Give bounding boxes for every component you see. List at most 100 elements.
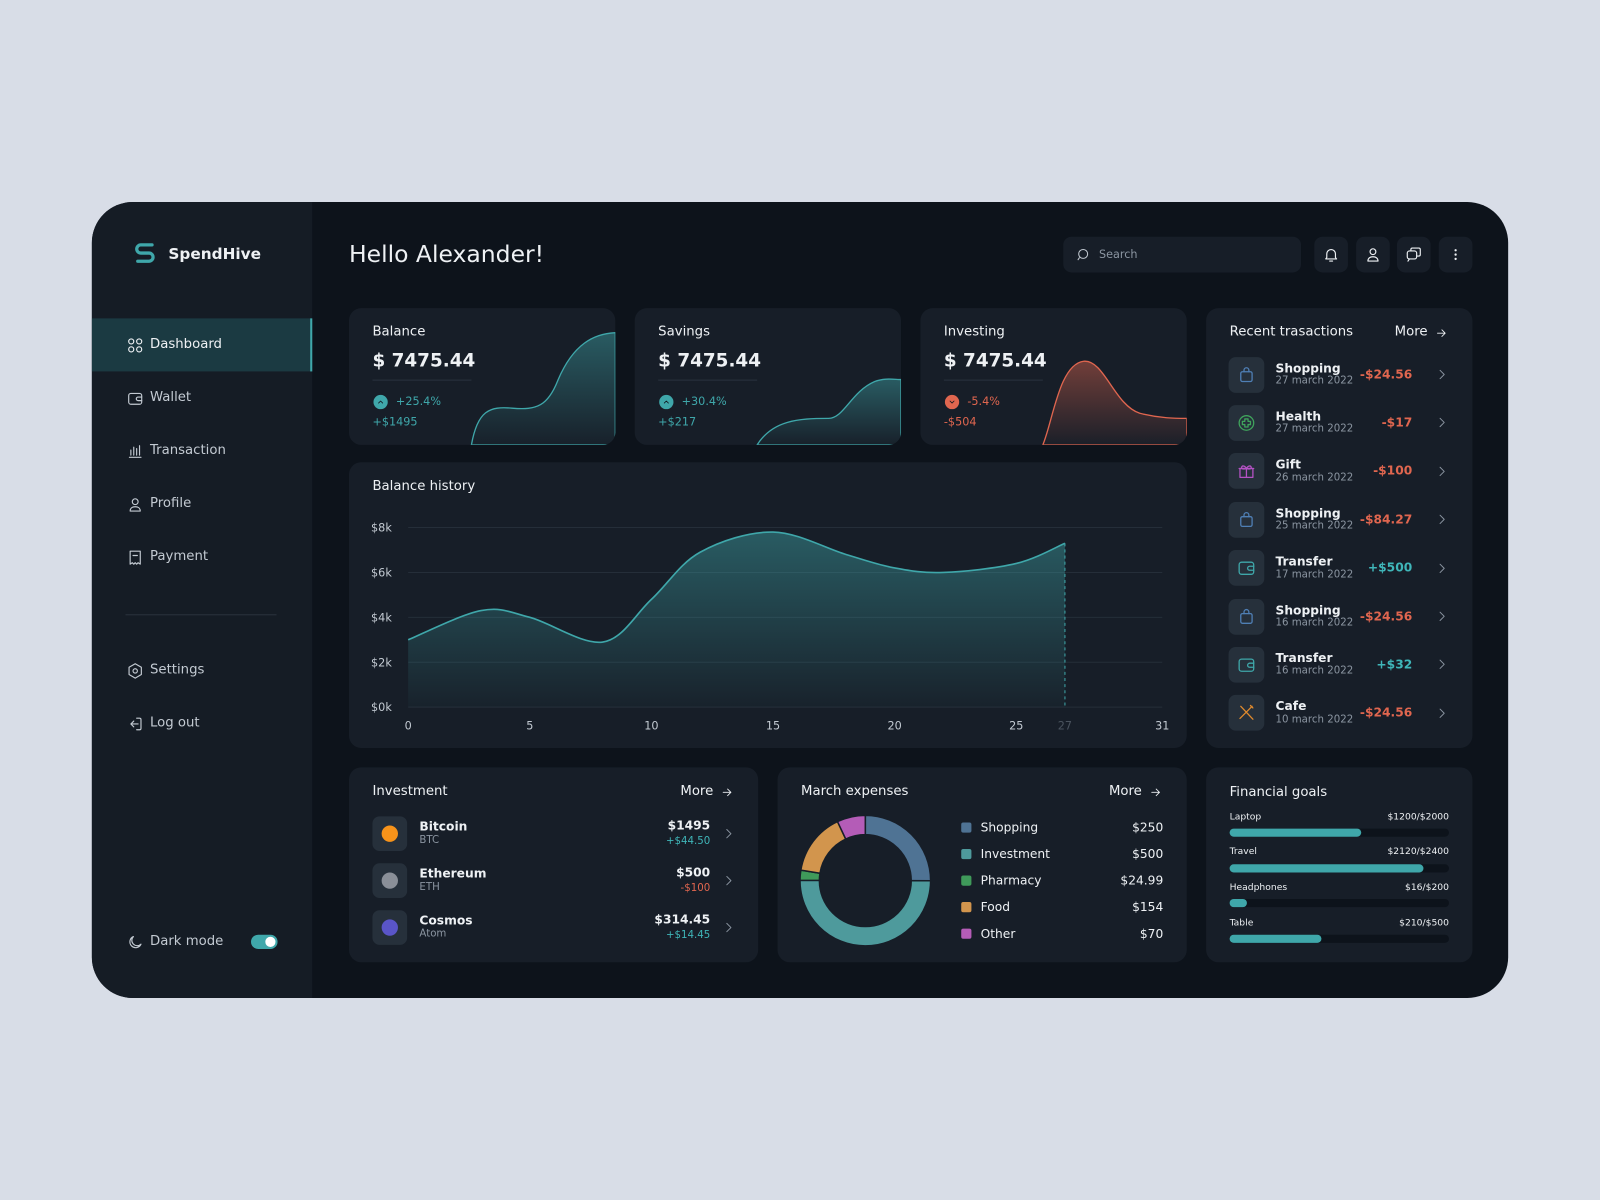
change-badge-icon-part [949,400,955,404]
chevron[interactable] [721,873,735,887]
x-tick-label: 25 [1009,720,1023,733]
transaction-icon-glyph-part [1240,515,1253,527]
transaction-name: Transfer [1275,554,1333,569]
dark-mode-icon-part [129,935,142,949]
search-placeholder[interactable]: Search [1098,248,1138,262]
chevron[interactable] [1435,464,1449,478]
nav-label[interactable]: Dashboard [149,336,222,352]
chevron[interactable] [1435,609,1449,623]
nav-item[interactable]: Settings [92,644,312,697]
transaction-icon-glyph [1238,561,1255,576]
legend-value: $154 [1132,899,1164,914]
nav-label[interactable]: Transaction [149,442,226,459]
coin-name: Ethereum [419,865,487,881]
more-link[interactable]: More [1108,783,1142,799]
more-link[interactable]: More [1394,324,1428,340]
more-arrow[interactable] [720,786,733,799]
transaction-icon-glyph-part [1243,608,1250,614]
transaction-icon-glyph-part [1243,366,1250,372]
nav-item[interactable]: Log out [92,697,312,750]
chevron-part [1439,514,1445,525]
goal-label: Table [1229,918,1254,929]
header-button[interactable] [1355,236,1390,273]
card-delta: +$1495 [372,415,418,429]
y-tick-label: $2k [371,656,392,669]
recent-transactions-card: Recent trasactions More Shopping 27 march 2… [1206,308,1473,748]
more-arrow[interactable] [1149,786,1162,799]
card-amount: $ 7475.44 [658,350,762,372]
nav-label[interactable]: Wallet [149,389,192,405]
transaction-date: 16 march 2022 [1275,617,1354,629]
nav-item[interactable]: Dashboard [91,318,313,372]
nav-item[interactable]: Payment [92,531,312,584]
dark-mode-toggle[interactable] [251,934,278,949]
chevron[interactable] [1435,561,1449,575]
logo-icon-part [135,243,155,263]
dark-mode-icon [129,935,142,949]
nav-item[interactable]: Transaction [92,424,312,477]
transaction-icon [1228,356,1265,393]
transaction-date: 27 march 2022 [1275,375,1354,387]
nav-item[interactable]: Wallet [92,371,312,424]
coin-icon [372,816,408,852]
nav-icon-part [136,717,142,731]
transaction-icon-glyph-part [1238,658,1255,672]
legend-swatch [961,848,972,860]
header-button-icon [1454,249,1457,261]
summary-card: Balance $ 7475.44 +25.4% +$1495 [348,308,616,445]
header-button[interactable] [1397,236,1432,273]
change-badge [659,394,674,410]
chevron[interactable] [1435,658,1449,672]
chevron[interactable] [1435,512,1449,526]
chevron[interactable] [1435,416,1449,430]
card-divider [372,379,472,381]
nav-icon-part [129,550,141,565]
coin-name: Cosmos [419,912,473,928]
chevron[interactable] [721,920,735,934]
coin-ticker: Atom [419,928,447,940]
coin-ticker: BTC [419,834,440,846]
nav-item[interactable]: Profile [92,478,312,531]
march-expenses-card: March expenses More Shopping $250 Investment… [777,767,1187,963]
legend-value: $250 [1132,819,1164,835]
header-button[interactable] [1314,236,1348,273]
nav-label[interactable]: Payment [149,548,209,565]
transaction-icon [1228,501,1265,538]
chevron[interactable] [721,827,735,841]
donut-slice [836,814,867,841]
nav-icon [128,445,142,458]
nav-icon-part [136,338,143,345]
nav-icon-part [129,506,141,512]
transaction-name: Health [1275,409,1322,424]
nav-icon-part [128,392,143,405]
coin-glyph [381,919,398,936]
more-arrow[interactable] [1435,327,1448,340]
transaction-date: 26 march 2022 [1275,472,1354,484]
nav-icon-part [131,498,139,506]
goal-track [1229,863,1449,873]
nav-label[interactable]: Profile [149,495,192,512]
change-badge-icon [663,400,669,404]
goal-track [1229,934,1449,943]
transaction-amount: +$500 [1367,560,1413,575]
sparkline-area [756,378,902,445]
more-link[interactable]: More [680,783,714,799]
transaction-icon-glyph-part [1238,561,1255,576]
nav-label[interactable]: Settings [149,662,205,678]
transaction-amount: -$24.56 [1359,705,1413,720]
nav-icon-part [130,720,139,728]
transaction-icon-glyph [1240,511,1253,527]
nav-icon [128,338,143,353]
nav-label[interactable]: Log out [149,715,200,731]
search-icon [1077,248,1089,261]
chevron[interactable] [1435,367,1449,381]
header-button[interactable] [1438,236,1473,273]
nav-icon [130,717,142,731]
search-box[interactable]: Search [1063,236,1302,273]
transaction-name: Shopping [1275,602,1341,617]
legend-swatch [961,875,972,886]
transaction-icon [1228,404,1265,441]
chevron[interactable] [1435,706,1449,720]
chevron-part [1439,563,1445,573]
